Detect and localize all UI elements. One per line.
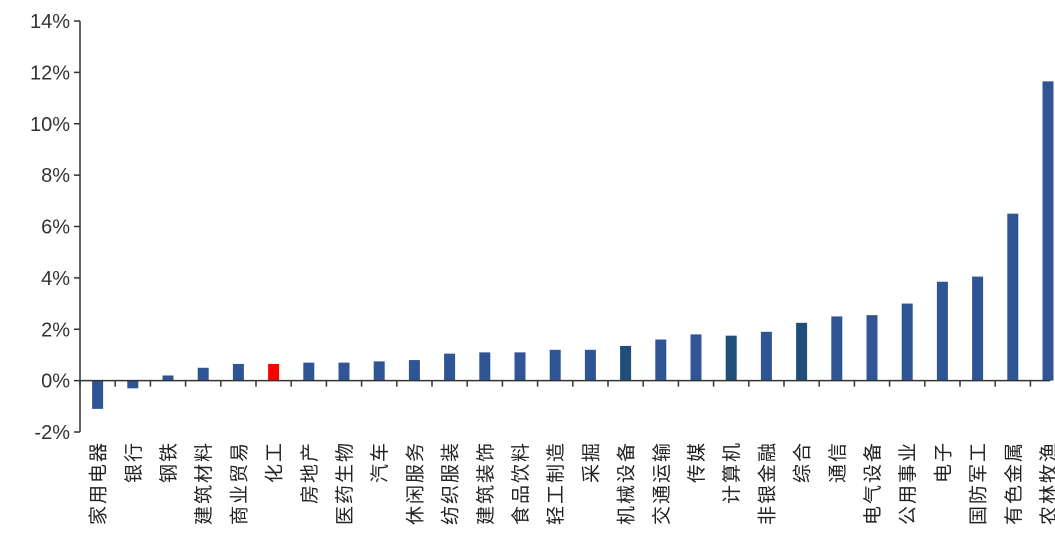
bar-5 [232, 363, 244, 381]
y-tick-label: 6% [41, 217, 70, 239]
x-tick-label: 汽车 [369, 441, 391, 483]
bar-4 [197, 367, 209, 381]
bar-7 [303, 362, 315, 381]
x-tick-label: 休闲服务 [404, 441, 426, 525]
bar-10 [408, 360, 420, 381]
bar-20 [760, 331, 772, 381]
y-tick-label: 14% [30, 11, 70, 33]
x-tick-label: 交通运输 [651, 441, 673, 525]
x-tick-label: 纺织服装 [440, 441, 462, 525]
bar-2 [127, 380, 139, 389]
bar-3 [162, 375, 174, 381]
y-tick-label: 0% [41, 371, 70, 393]
x-tick-label: 电气设备 [862, 441, 884, 525]
bar-1 [92, 380, 104, 409]
bar-18 [690, 334, 702, 381]
bar-28 [1042, 81, 1054, 381]
bar-25 [936, 281, 948, 381]
bar-21 [796, 322, 808, 381]
x-tick-label: 通信 [827, 441, 849, 483]
x-tick-label: 传媒 [686, 441, 708, 483]
bar-19 [725, 335, 737, 381]
x-tick-label: 国防军工 [968, 441, 990, 525]
x-tick-label: 建筑材料 [193, 441, 215, 525]
x-tick-label: 计算机 [721, 441, 743, 504]
bar-9 [373, 361, 385, 381]
bar-8 [338, 362, 350, 381]
x-tick-label: 有色金属 [1003, 441, 1025, 525]
bar-22 [831, 316, 843, 381]
bar-17 [655, 339, 667, 381]
x-tick-label: 机械设备 [616, 441, 638, 525]
x-tick-label: 电子 [932, 441, 954, 483]
x-tick-label: 建筑装饰 [475, 441, 497, 525]
y-tick-label: 8% [41, 165, 70, 187]
x-tick-label: 钢铁 [158, 441, 180, 483]
bar-13 [514, 352, 526, 381]
bar-12 [479, 352, 491, 381]
y-tick-label: 10% [30, 114, 70, 136]
x-tick-label: 医药生物 [334, 441, 356, 525]
y-tick-label: 2% [41, 319, 70, 341]
bar-15 [584, 349, 596, 381]
x-tick-label: 房地产 [299, 441, 321, 504]
x-tick-label: 非银金融 [756, 441, 778, 525]
x-tick-label: 银行 [123, 441, 145, 483]
bar-14 [549, 349, 561, 381]
x-tick-label: 农林牧渔 [1038, 441, 1055, 525]
x-tick-label: 轻工制造 [545, 441, 567, 525]
x-tick-label: 家用电器 [88, 441, 110, 525]
bar-27 [1007, 213, 1019, 381]
y-tick-label: 4% [41, 268, 70, 290]
bars [92, 81, 1054, 409]
x-tick-label: 商业贸易 [228, 441, 250, 525]
x-tick-label: 化工 [264, 441, 286, 483]
x-tick-label: 采掘 [580, 441, 602, 483]
x-tick-label: 综合 [792, 441, 814, 483]
y-tick-label: 12% [30, 62, 70, 84]
bar-16 [620, 345, 632, 381]
bar-24 [901, 303, 913, 381]
x-tick-label: 食品饮料 [510, 441, 532, 525]
bar-23 [866, 315, 878, 381]
y-tick-label: -2% [34, 422, 70, 444]
y-axis: -2% 0% 2% 4% 6% 8% 10% 12% 14% [30, 11, 81, 444]
x-axis: 家用电器 银行 钢铁 建筑材料 商业贸易 化工 房地产 医药生物 汽车 休闲服务 纺织服装 建筑装饰食… [79, 379, 1055, 525]
x-tick-label: 公用事业 [897, 441, 919, 525]
bar-6 [268, 363, 280, 381]
bar-26 [972, 276, 984, 381]
bar-11 [444, 353, 456, 381]
